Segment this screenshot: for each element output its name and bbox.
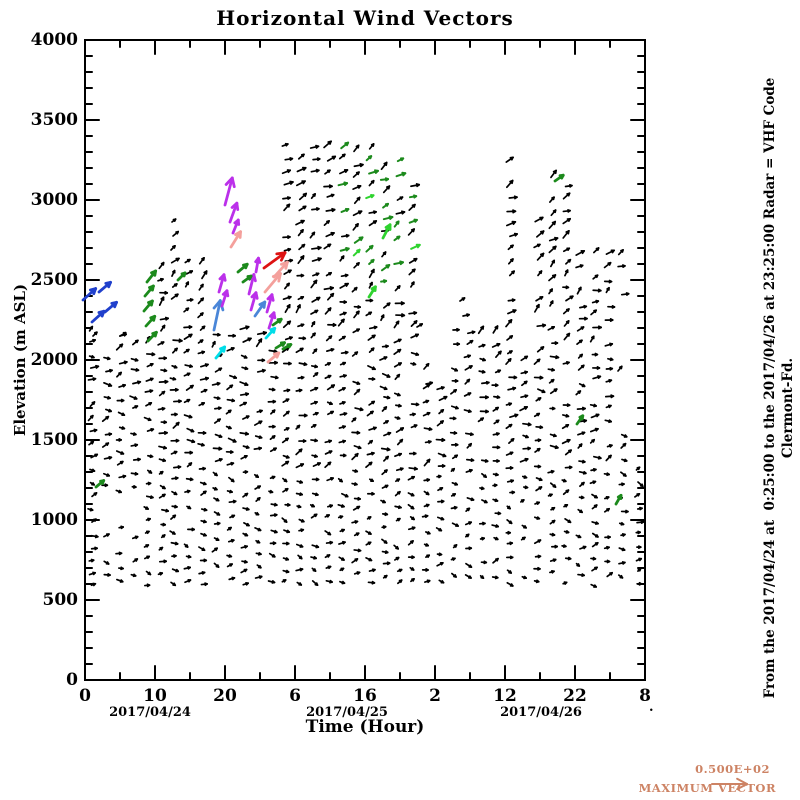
x-tick-label: 0	[79, 686, 91, 706]
x-date-label: 2017/04/24	[109, 705, 191, 720]
x-tick-label: 22	[563, 686, 587, 706]
x-tick-label: 6	[289, 686, 301, 706]
x-tick-label: 2	[429, 686, 441, 706]
y-tick-label: 3500	[30, 110, 78, 130]
y-tick-label: 4000	[30, 30, 78, 50]
x-tick-label: 12	[493, 686, 517, 706]
y-tick-label: 1500	[30, 430, 78, 450]
max-vector-value: 0.500E+02	[695, 762, 770, 776]
x-tick-label: 20	[213, 686, 237, 706]
x-axis-title: Time (Hour)	[305, 717, 425, 737]
side-caption-station: Clermont-Fd.	[780, 357, 796, 459]
y-tick-label: 0	[66, 670, 78, 690]
chart-title: Horizontal Wind Vectors	[216, 6, 514, 30]
y-axis-title: Elevation (m ASL)	[11, 283, 29, 437]
y-tick-label: 3000	[30, 190, 78, 210]
y-tick-label: 2500	[30, 270, 78, 290]
max-vector-label: MAXIMUM VECTOR	[638, 781, 776, 795]
x-tick-label: 10	[143, 686, 167, 706]
y-tick-label: 1000	[30, 510, 78, 530]
x-date-label: 2017/04/26	[500, 705, 582, 720]
x-date-label: 2017/04/25	[306, 705, 388, 720]
side-caption-timespan: From the 2017/04/24 at 0:25:00 to the 20…	[762, 77, 778, 699]
stray-period-mark: .	[649, 700, 654, 715]
y-tick-label: 500	[42, 590, 79, 610]
x-tick-label: 8	[639, 686, 651, 706]
x-tick-label: 16	[353, 686, 377, 706]
y-tick-label: 2000	[30, 350, 78, 370]
